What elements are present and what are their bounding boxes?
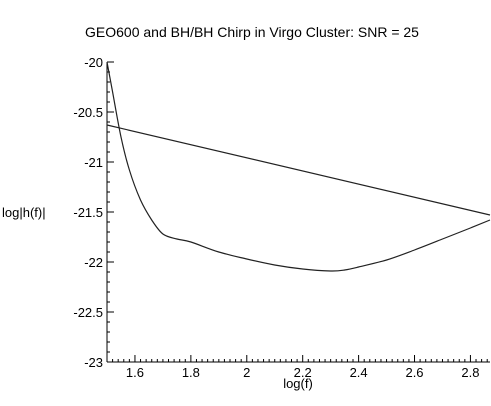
y-tick-label: -22 xyxy=(84,255,103,270)
x-tick-label: 2.6 xyxy=(405,365,423,380)
y-tick-label: -23 xyxy=(84,355,103,370)
y-axis-label: log|h(f)| xyxy=(2,205,46,220)
x-axis-label: log(f) xyxy=(283,376,313,391)
y-tick-label: -20 xyxy=(84,55,103,70)
x-tick-label: 1.8 xyxy=(182,365,200,380)
x-tick-label: 2.2 xyxy=(294,365,312,380)
x-tick-label: 2.4 xyxy=(350,365,368,380)
axis-ticks: 1.6 1.8 2 2.2 2.4 2.6 2.8 -20 -20.5 -21 -21.5 -22 -2… xyxy=(73,55,488,380)
chart-title: GEO600 and BH/BH Chirp in Virgo Cluster:… xyxy=(85,24,419,40)
series-line-chirp xyxy=(106,61,491,272)
y-tick-label: -22.5 xyxy=(73,305,103,320)
y-tick-label: -21 xyxy=(84,155,103,170)
plot-area: 1.6 1.8 2 2.2 2.4 2.6 2.8 -20 -20.5 -21 -21.5 -22 -2… xyxy=(73,55,491,380)
series-group xyxy=(106,61,491,272)
y-tick-label: -21.5 xyxy=(73,205,103,220)
series-line-noise xyxy=(106,124,491,216)
y-tick-label: -20.5 xyxy=(73,105,103,120)
x-tick-label: 2.8 xyxy=(461,365,479,380)
x-tick-label: 1.6 xyxy=(126,365,144,380)
x-tick-label: 2 xyxy=(243,365,250,380)
